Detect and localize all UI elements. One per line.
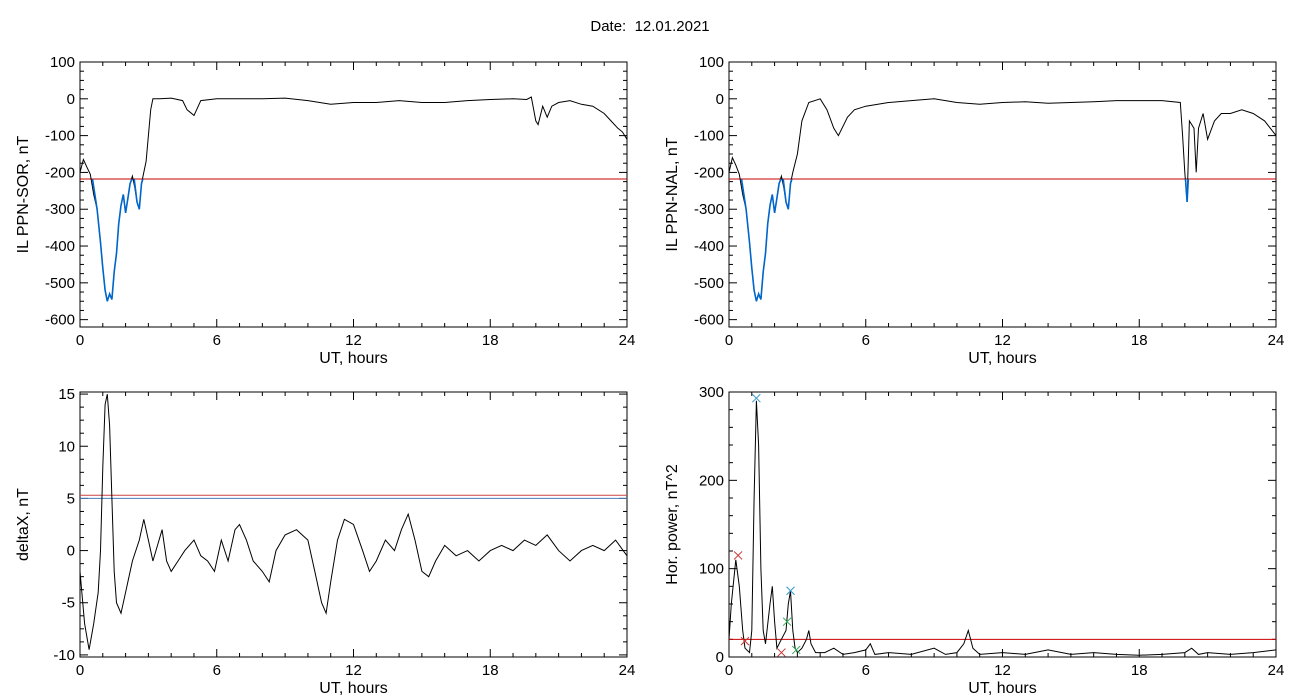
y-tick-label: -100 <box>694 128 724 145</box>
x-marker <box>733 551 743 560</box>
x-marker <box>791 645 801 655</box>
x-tick-label: 12 <box>345 332 362 349</box>
y-tick-label: -300 <box>694 201 724 218</box>
y-axis-label: deltaX, nT <box>15 488 32 561</box>
x-axis-label: UT, hours <box>968 350 1036 367</box>
x-tick-label: 6 <box>213 332 221 349</box>
y-tick-label: 5 <box>67 490 75 507</box>
y-tick-label: -500 <box>45 275 75 292</box>
x-tick-label: 24 <box>619 662 636 679</box>
y-tick-label: 100 <box>699 561 724 578</box>
y-tick-label: -400 <box>694 238 724 255</box>
series-line <box>728 400 1277 656</box>
x-marker <box>740 636 750 646</box>
y-tick-label: -300 <box>45 201 75 218</box>
series-line <box>79 393 628 650</box>
x-tick-label: 24 <box>1268 332 1285 349</box>
y-tick-label: 100 <box>50 54 75 71</box>
x-tick-label: 24 <box>619 332 636 349</box>
date-value: 12.01.2021 <box>634 18 710 35</box>
y-tick-label: 15 <box>58 386 75 403</box>
y-tick-label: -100 <box>45 128 75 145</box>
plot-frame <box>79 61 628 328</box>
y-tick-label: -200 <box>694 164 724 181</box>
x-marker <box>786 586 795 596</box>
x-tick-label: 0 <box>725 662 733 679</box>
chart-deltax: 0 6 12 18 24 15 10 5 0 -5 -10 UT, hours deltaX, nT <box>15 386 635 697</box>
x-tick-label: 6 <box>862 332 870 349</box>
series-line <box>79 96 628 302</box>
y-tick-label: 200 <box>699 472 724 489</box>
y-tick-label: -600 <box>694 312 724 329</box>
x-marker <box>777 648 786 657</box>
x-tick-label: 18 <box>1131 332 1148 349</box>
plot-frame <box>728 391 1277 658</box>
x-tick-label: 6 <box>862 662 870 679</box>
date-label: Date: <box>590 18 627 35</box>
y-axis-label: IL PPN-NAL, nT <box>664 137 681 251</box>
series-line <box>1184 178 1190 202</box>
x-tick-label: 24 <box>1268 662 1285 679</box>
x-axis-label: UT, hours <box>319 350 387 367</box>
x-tick-label: 18 <box>482 332 499 349</box>
x-tick-label: 0 <box>76 332 84 349</box>
series-line <box>782 178 793 210</box>
y-tick-label: 0 <box>67 91 75 108</box>
y-tick-label: -500 <box>694 275 724 292</box>
x-marker <box>751 393 761 403</box>
y-axis-label: IL PPN-SOR, nT <box>15 135 32 253</box>
series-line <box>91 178 133 302</box>
y-tick-label: -200 <box>45 164 75 181</box>
x-tick-label: 6 <box>213 662 221 679</box>
series-line <box>740 178 782 302</box>
x-tick-label: 0 <box>725 332 733 349</box>
y-tick-label: 10 <box>58 438 75 455</box>
y-tick-label: -5 <box>62 595 75 612</box>
series-line <box>728 98 1277 302</box>
y-tick-label: 0 <box>716 649 724 666</box>
y-tick-label: 0 <box>716 91 724 108</box>
chart-nal: 0 6 12 18 24 100 0 -100 -200 -300 -400 -500 -600 UT, … <box>664 54 1284 367</box>
chart-power: 0 6 12 18 24 300 200 100 0 UT, hours Hor. power, n… <box>664 384 1284 697</box>
x-axis-label: UT, hours <box>968 680 1036 697</box>
x-tick-label: 12 <box>345 662 362 679</box>
y-tick-label: 100 <box>699 54 724 71</box>
y-axis-label: Hor. power, nT^2 <box>664 464 681 585</box>
y-tick-label: 300 <box>699 384 724 401</box>
y-tick-label: -400 <box>45 238 75 255</box>
y-tick-label: -10 <box>53 647 75 664</box>
date-title: Date: 12.01.2021 <box>0 18 1300 35</box>
x-marker <box>782 617 792 627</box>
x-tick-label: 0 <box>76 662 84 679</box>
x-tick-label: 12 <box>994 332 1011 349</box>
series-line <box>133 178 144 210</box>
y-tick-label: 0 <box>67 543 75 560</box>
x-axis-label: UT, hours <box>319 680 387 697</box>
x-tick-label: 12 <box>994 662 1011 679</box>
x-tick-label: 18 <box>1131 662 1148 679</box>
chart-sor: 0 6 12 18 24 100 0 -100 -200 -300 -400 -500 -600 UT, … <box>15 54 635 367</box>
y-tick-label: -600 <box>45 312 75 329</box>
x-tick-label: 18 <box>482 662 499 679</box>
